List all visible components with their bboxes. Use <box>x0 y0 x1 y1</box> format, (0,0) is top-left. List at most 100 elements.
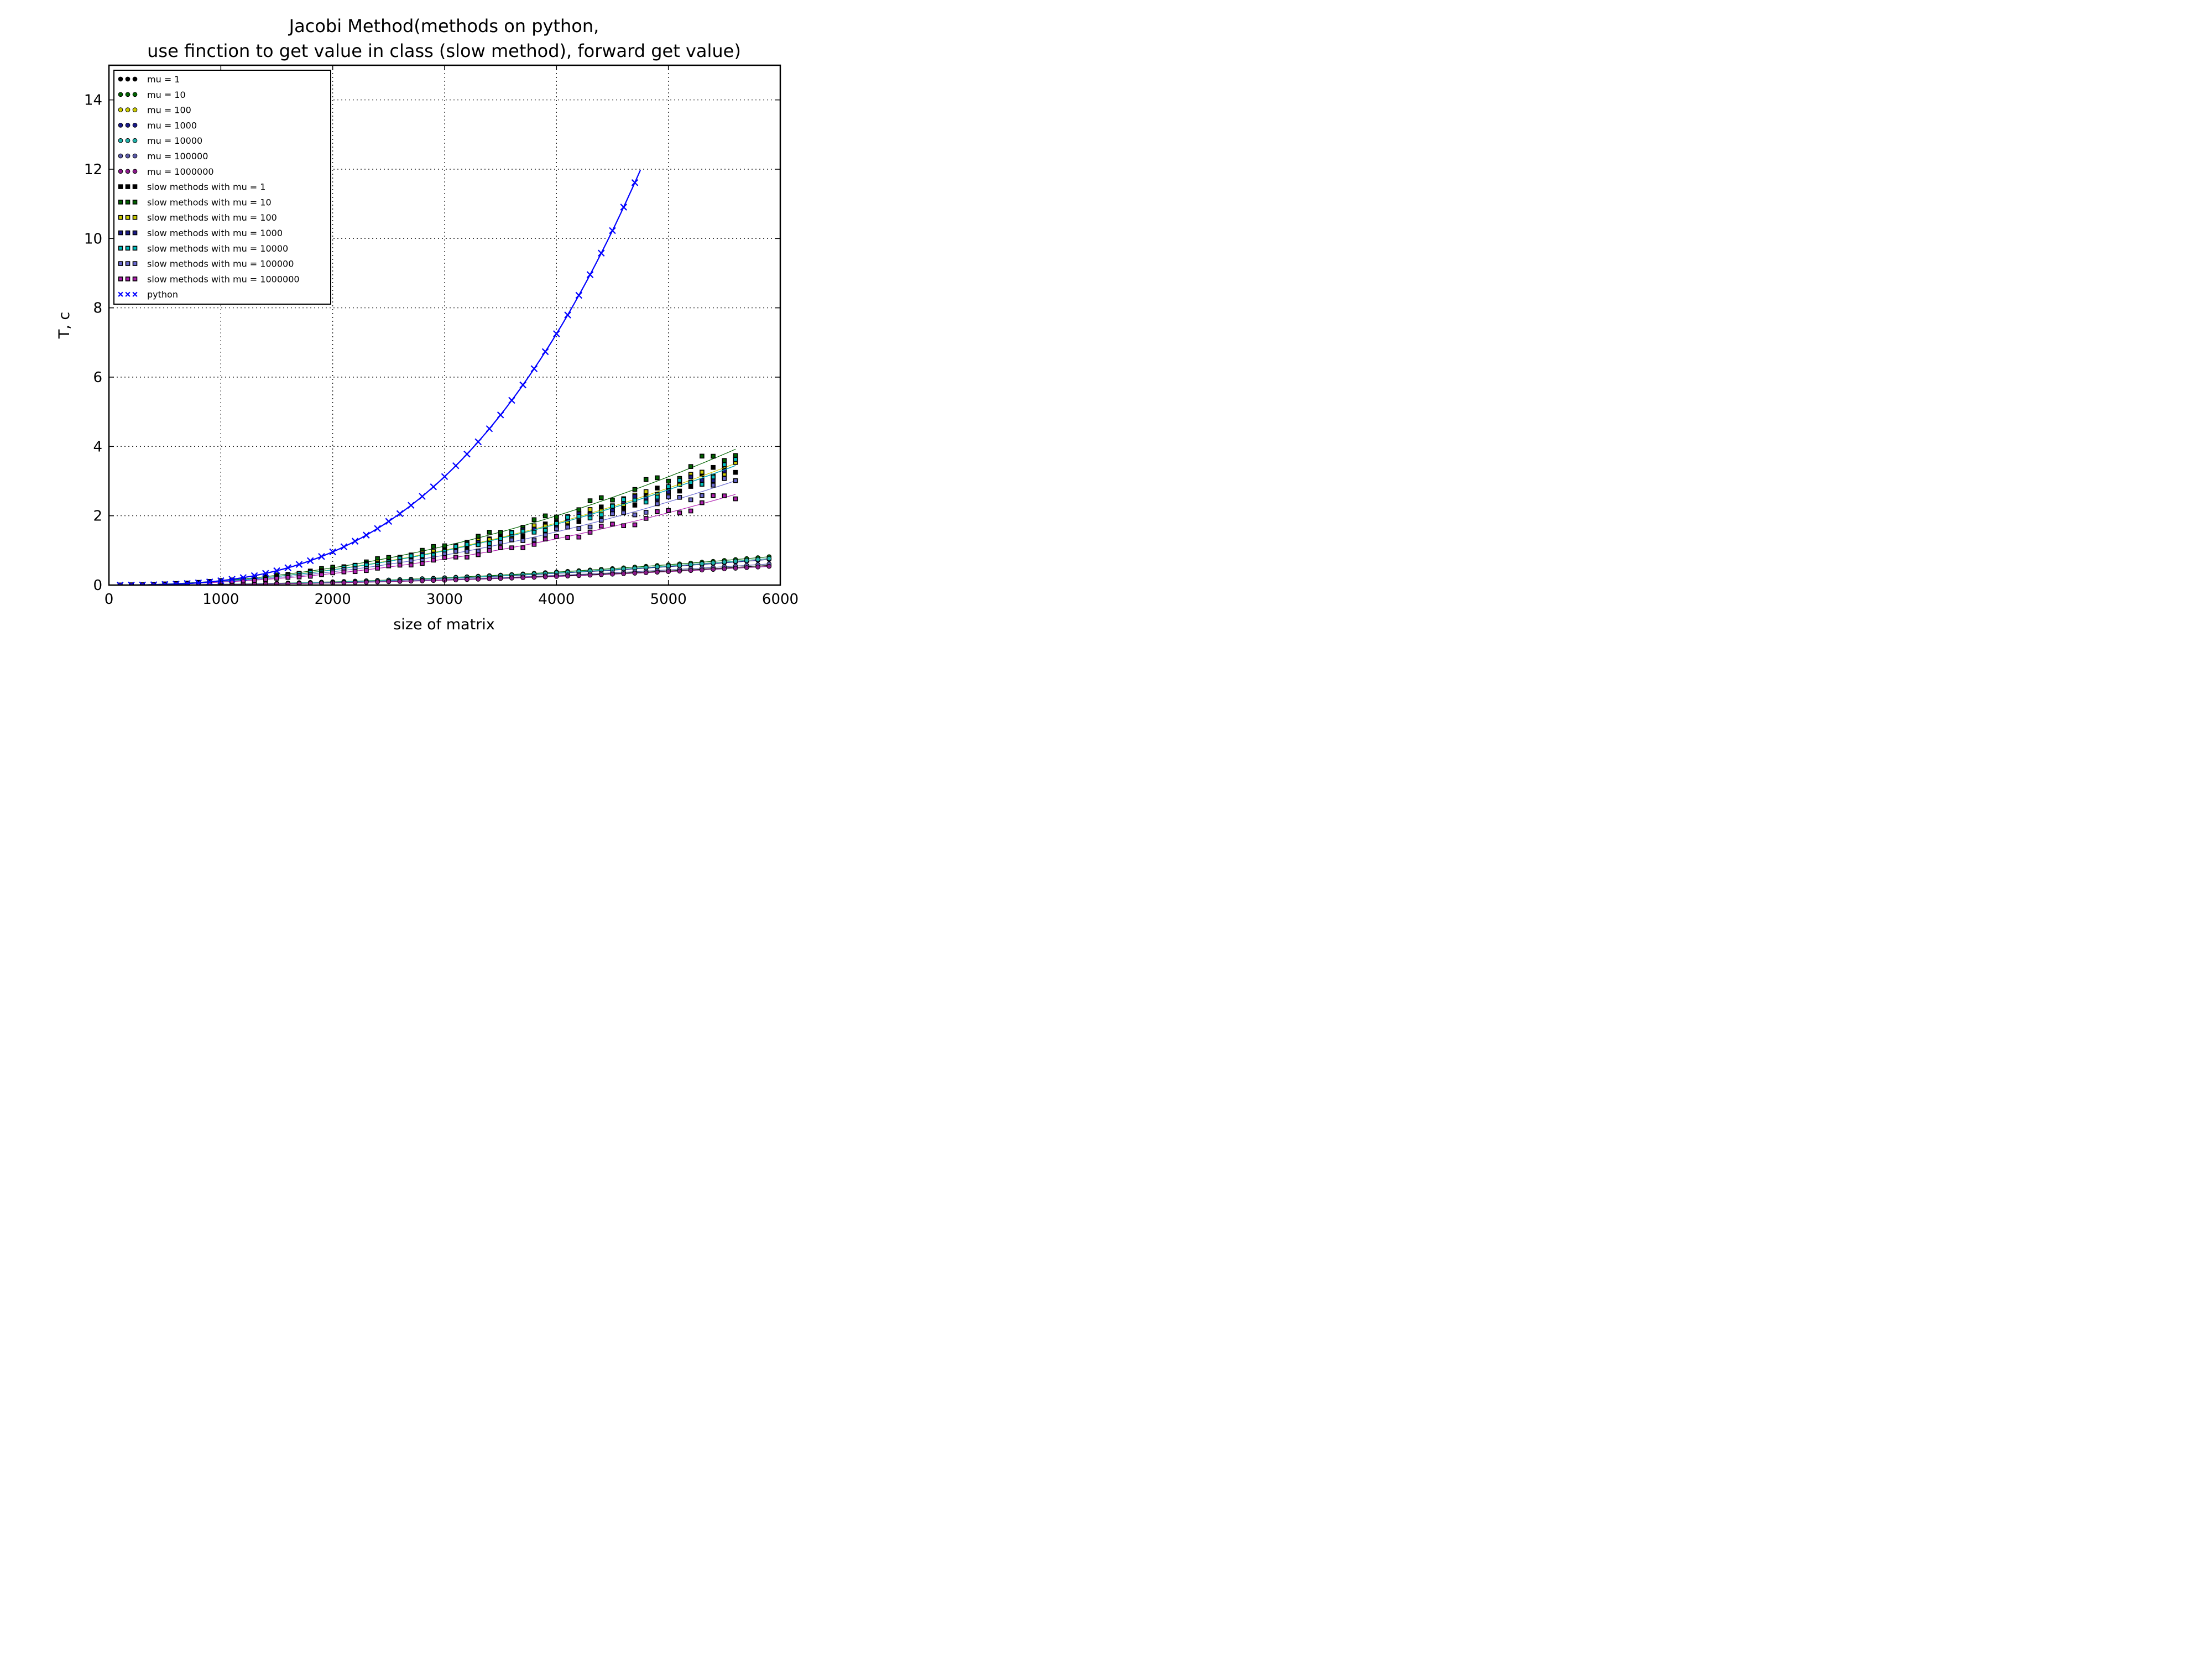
data-point <box>643 489 649 494</box>
data-point <box>565 535 570 540</box>
chart-title-line-1: Jacobi Method(methods on python, <box>288 15 599 36</box>
data-point <box>554 526 559 531</box>
legend-marker <box>132 200 138 205</box>
legend-entry: slow methods with mu = 100000 <box>118 259 294 269</box>
data-point <box>609 227 616 234</box>
data-point <box>733 559 738 564</box>
y-tick-label: 6 <box>93 369 102 386</box>
data-point <box>700 453 705 459</box>
data-point <box>487 530 492 535</box>
data-point <box>587 524 593 530</box>
legend-entry: slow methods with mu = 1000000 <box>118 274 300 284</box>
legend-marker <box>118 76 123 82</box>
data-point <box>542 574 548 580</box>
data-point <box>408 562 414 568</box>
legend-label: mu = 1 <box>147 74 180 85</box>
data-point <box>722 458 727 463</box>
data-point <box>722 559 727 565</box>
data-point <box>620 204 628 211</box>
data-point <box>508 397 515 404</box>
data-point <box>722 476 727 481</box>
data-point <box>711 453 716 459</box>
legend-marker <box>118 153 123 159</box>
data-point <box>575 291 583 299</box>
data-point <box>621 510 627 515</box>
data-point <box>408 558 414 564</box>
legend-entry: slow methods with mu = 10000 <box>118 243 288 254</box>
data-point <box>610 503 615 509</box>
legend: mu = 1 mu = 10 mu = 100 mu = 1000 mu = 10000… <box>113 70 331 305</box>
legend-label: slow methods with mu = 100000 <box>147 259 294 269</box>
data-point <box>295 561 303 568</box>
data-point <box>655 486 660 491</box>
data-point <box>520 538 525 543</box>
data-point <box>241 578 246 583</box>
data-point <box>486 425 493 432</box>
y-tick-label: 12 <box>84 161 102 178</box>
data-point <box>677 488 682 494</box>
data-point <box>632 522 638 528</box>
legend-entry: slow methods with mu = 1000 <box>118 228 283 238</box>
data-point <box>554 521 559 526</box>
legend-marker <box>132 107 138 112</box>
legend-marker <box>132 76 138 82</box>
data-point <box>431 557 436 563</box>
data-point <box>329 548 336 556</box>
data-point <box>487 576 492 582</box>
data-point <box>442 543 447 549</box>
plot-area <box>116 169 772 585</box>
data-point <box>487 548 492 553</box>
legend-entry: slow methods with mu = 1 <box>118 182 265 192</box>
series-python <box>116 169 641 585</box>
data-point <box>598 504 604 510</box>
data-point <box>564 311 571 319</box>
legend-marker <box>118 107 123 112</box>
data-point <box>553 330 560 337</box>
data-point <box>520 575 525 581</box>
legend-marker <box>125 76 131 82</box>
data-point <box>677 568 682 574</box>
series-fit-line <box>120 465 736 585</box>
data-point <box>452 462 460 469</box>
data-point <box>386 555 392 560</box>
legend-marker <box>118 246 123 251</box>
data-point <box>173 580 180 585</box>
data-point <box>341 569 347 575</box>
data-point <box>319 581 324 585</box>
x-tick-label: 2000 <box>315 591 351 608</box>
data-point <box>228 576 236 583</box>
data-point <box>340 543 348 551</box>
data-point <box>610 571 615 577</box>
data-point <box>597 249 605 257</box>
data-point <box>632 494 638 499</box>
data-point <box>352 569 358 575</box>
legend-marker <box>118 215 123 220</box>
legend-marker <box>118 230 123 236</box>
x-tick-label: 3000 <box>426 591 463 608</box>
data-point <box>631 179 639 186</box>
data-point <box>498 536 503 541</box>
data-point <box>766 556 772 561</box>
data-point <box>587 507 593 512</box>
data-point <box>363 531 370 539</box>
data-point <box>375 566 380 571</box>
data-point <box>476 552 481 557</box>
legend-entry: slow methods with mu = 10 <box>118 197 272 207</box>
data-point <box>487 541 492 546</box>
data-point <box>509 538 514 542</box>
data-point <box>587 515 593 520</box>
data-point <box>700 493 705 498</box>
data-point <box>474 438 482 446</box>
data-point <box>655 494 660 500</box>
legend-marker <box>132 230 138 236</box>
legend-marker <box>118 200 123 205</box>
y-tick-label: 2 <box>93 508 102 525</box>
data-point <box>252 578 257 583</box>
data-point <box>307 581 313 585</box>
data-point <box>453 544 458 549</box>
data-point <box>307 573 313 579</box>
data-point <box>722 462 727 467</box>
data-point <box>711 493 716 498</box>
data-point <box>542 536 548 542</box>
legend-entry: mu = 1000000 <box>118 166 214 177</box>
